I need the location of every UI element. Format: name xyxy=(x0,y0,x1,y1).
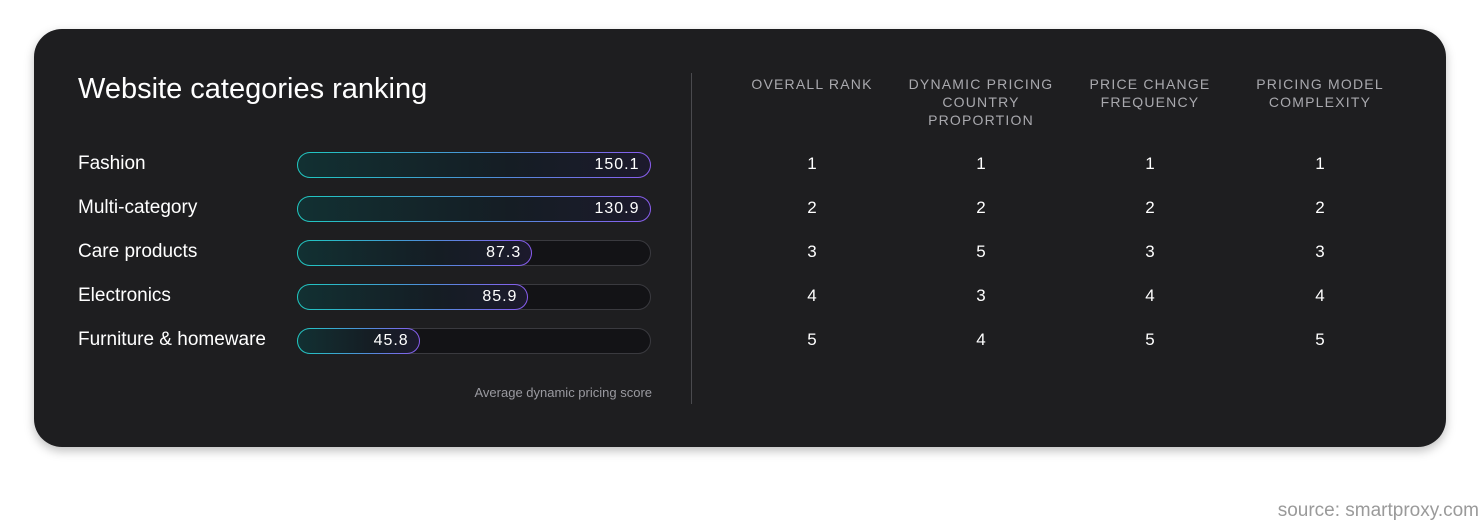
bar-value-label-furniture-and-homeware: 45.8 xyxy=(373,331,409,349)
bar-track-fashion: 150.1 xyxy=(297,152,651,178)
bar-value-label-fashion: 150.1 xyxy=(594,155,640,173)
rank-cell: 2 xyxy=(807,198,817,217)
rank-cell: 3 xyxy=(1145,242,1155,261)
x-axis-caption: Average dynamic pricing score xyxy=(474,385,652,400)
rank-cell: 5 xyxy=(1145,330,1155,349)
rank-cell: 2 xyxy=(976,198,986,217)
category-label-electronics: Electronics xyxy=(78,285,171,306)
rank-cell: 5 xyxy=(1315,330,1325,349)
bar-track-furniture-and-homeware: 45.8 xyxy=(297,328,651,354)
rank-cell: 5 xyxy=(807,330,817,349)
rank-cell: 3 xyxy=(1315,242,1325,261)
bar-value-label-multi-category: 130.9 xyxy=(594,199,640,217)
ranking-card: Website categories ranking 150.1 130.9 87.… xyxy=(34,29,1446,447)
chart-title: Website categories ranking xyxy=(78,73,428,105)
bar-value-label-care-products: 87.3 xyxy=(486,243,522,261)
column-divider xyxy=(691,73,692,404)
rank-cell: 2 xyxy=(1315,198,1325,217)
rank-cell: 1 xyxy=(807,154,817,173)
category-label-furniture-and-homeware: Furniture & homeware xyxy=(78,329,266,350)
source-credit: source: smartproxy.com xyxy=(1277,500,1479,521)
bar-furniture-and-homeware: 45.8 xyxy=(297,328,420,354)
category-label-multi-category: Multi-category xyxy=(78,197,198,218)
column-header-overall-rank: OVERALL RANK xyxy=(751,76,873,92)
column-header-price-change-frequency: PRICE CHANGE FREQUENCY xyxy=(1089,76,1211,110)
bar-track-care-products: 87.3 xyxy=(297,240,651,266)
rank-cell: 4 xyxy=(976,330,986,349)
rank-cell: 1 xyxy=(1145,154,1155,173)
rank-cell: 4 xyxy=(1315,286,1325,305)
column-header-dynamic-pricing-country-proportion: DYNAMIC PRICING COUNTRY PROPORTION xyxy=(908,76,1054,128)
column-header-pricing-model-complexity: PRICING MODEL COMPLEXITY xyxy=(1256,76,1384,110)
rank-cell: 3 xyxy=(976,286,986,305)
bar-track-electronics: 85.9 xyxy=(297,284,651,310)
bar-electronics: 85.9 xyxy=(297,284,529,310)
category-label-care-products: Care products xyxy=(78,241,198,262)
bar-track-multi-category: 130.9 xyxy=(297,196,651,222)
rank-cell: 4 xyxy=(807,286,817,305)
bar-multi-category: 130.9 xyxy=(297,196,651,222)
rank-cell: 3 xyxy=(807,242,817,261)
bar-fashion: 150.1 xyxy=(297,152,651,178)
rank-cell: 5 xyxy=(976,242,986,261)
bar-care-products: 87.3 xyxy=(297,240,533,266)
bar-value-label-electronics: 85.9 xyxy=(482,287,518,305)
rank-cell: 1 xyxy=(976,154,986,173)
category-label-fashion: Fashion xyxy=(78,153,146,174)
rank-cell: 2 xyxy=(1145,198,1155,217)
rank-cell: 1 xyxy=(1315,154,1325,173)
rank-cell: 4 xyxy=(1145,286,1155,305)
